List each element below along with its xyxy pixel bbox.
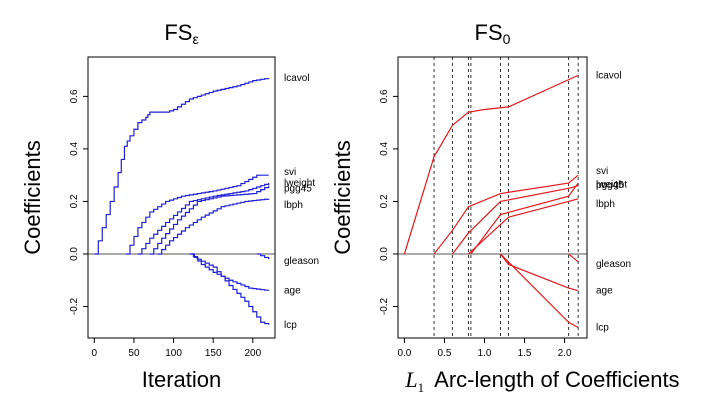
series-line-age: [500, 253, 579, 292]
x-tick-label: 0: [92, 348, 98, 359]
x-label-math: L: [404, 367, 417, 392]
x-axis-label: L1 Arc-length of Coefficients: [404, 367, 679, 395]
series-line-lcp: [500, 253, 579, 329]
series-line-age: [191, 253, 270, 291]
series-line-lweight: [137, 183, 270, 255]
series-line-svi: [433, 174, 579, 255]
x-tick-label: 1.0: [478, 348, 492, 359]
series-label: pgg45: [284, 184, 312, 195]
y-tick-label: 0.4: [379, 142, 390, 156]
series-label: lcp: [284, 320, 297, 331]
x-label-math-subscript: 1: [418, 380, 425, 395]
y-tick-label: 0.4: [69, 142, 80, 156]
y-tick-label: 0.2: [69, 194, 80, 208]
series-label: age: [596, 286, 613, 297]
y-tick-label: 0.0: [69, 247, 80, 261]
x-tick-label: 50: [128, 348, 140, 359]
series-line-lbph: [468, 198, 579, 255]
series-line-svi: [126, 174, 269, 255]
chart-title: FSε: [164, 20, 198, 47]
series-label: lbph: [284, 200, 303, 211]
series-label: gleason: [596, 259, 631, 270]
series-line-lcavol: [403, 74, 579, 255]
title-subscript: 0: [503, 31, 511, 47]
series-label: lweight: [596, 180, 627, 191]
series-line-pgg45: [149, 185, 270, 255]
series-label: gleason: [284, 256, 319, 267]
x-tick-label: 150: [205, 348, 222, 359]
series-label: lbph: [596, 199, 615, 210]
series-line-lweight: [451, 185, 579, 255]
y-tick-label: -0.2: [69, 297, 80, 315]
chart-title: FS0: [475, 20, 511, 47]
x-label-text: Arc-length of Coefficients: [434, 367, 679, 392]
series-label: svi: [596, 166, 608, 177]
series-label: lcavol: [596, 70, 622, 81]
y-tick-label: 0.2: [379, 194, 390, 208]
series-line-gleason: [568, 253, 579, 263]
series-label: age: [284, 286, 301, 297]
series-label: lcp: [596, 322, 609, 333]
series-label: lcavol: [284, 73, 310, 84]
x-axis-label: Iteration: [142, 367, 222, 392]
series-line-lcavol: [94, 78, 270, 255]
series-label: lweight: [284, 178, 315, 189]
x-tick-label: 100: [165, 348, 182, 359]
series-label: svi: [284, 167, 296, 178]
x-tick-label: 200: [244, 348, 261, 359]
plot-frame: [397, 56, 588, 339]
y-tick-label: 0.6: [379, 89, 390, 103]
series-line-pgg45: [470, 182, 579, 255]
y-tick-label: -0.2: [379, 297, 390, 315]
series-line-gleason: [256, 253, 270, 260]
plot-frame: [87, 56, 276, 339]
title-main: FS: [475, 20, 503, 45]
series-label: pgg45: [596, 180, 624, 191]
x-tick-label: 2.0: [558, 348, 572, 359]
series-line-lbph: [157, 198, 270, 255]
x-tick-label: 1.5: [518, 348, 532, 359]
y-tick-label: 0.0: [379, 247, 390, 261]
x-tick-label: 0.0: [397, 348, 411, 359]
y-tick-label: 0.6: [69, 89, 80, 103]
y-axis-label: Coefficients: [330, 140, 355, 255]
title-subscript: ε: [192, 31, 198, 47]
title-main: FS: [164, 20, 192, 45]
x-tick-label: 0.5: [437, 348, 451, 359]
y-axis-label: Coefficients: [20, 140, 45, 255]
series-line-lcp: [189, 253, 270, 325]
